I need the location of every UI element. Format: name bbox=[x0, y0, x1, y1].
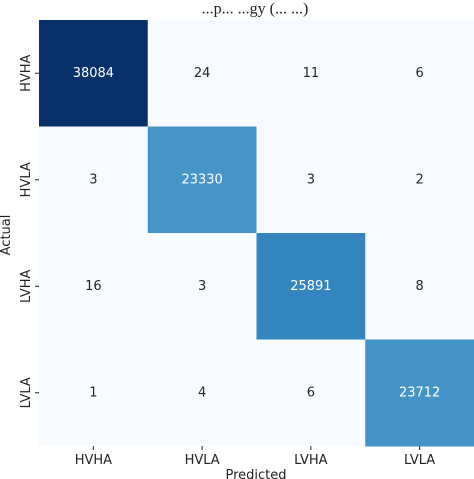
heatmap-cell bbox=[147, 233, 257, 340]
x-tick-label: HVLA bbox=[185, 453, 220, 468]
chart-title: ...p... ...gy (... ...) bbox=[202, 0, 309, 17]
heatmap-cell bbox=[365, 126, 474, 234]
heatmap-cell-label: 24 bbox=[194, 66, 211, 81]
heatmap-cell-label: 6 bbox=[415, 66, 423, 81]
heatmap-cell-label: 25891 bbox=[290, 279, 331, 294]
heatmap-cell-label: 1 bbox=[89, 385, 97, 400]
heatmap-cell-label: 3 bbox=[198, 279, 206, 294]
y-tick-label: HVLA bbox=[19, 162, 34, 197]
x-tick-label: LVLA bbox=[404, 453, 435, 468]
heatmap-cell bbox=[256, 20, 366, 127]
heatmap-cell-label: 23330 bbox=[181, 172, 222, 187]
x-axis-label: Predicted bbox=[225, 468, 286, 479]
heatmap-cell-label: 16 bbox=[85, 279, 102, 294]
heatmap-cell bbox=[147, 126, 257, 234]
heatmap-cell-label: 8 bbox=[415, 279, 423, 294]
x-axis-ticks: HVHA HVLA LVHA LVLA bbox=[75, 446, 435, 468]
heatmap-cells bbox=[39, 20, 474, 447]
heatmap-cell bbox=[365, 20, 474, 127]
heatmap-cell-label: 4 bbox=[198, 385, 206, 400]
heatmap-cell bbox=[39, 20, 149, 127]
heatmap-cell-label: 38084 bbox=[73, 66, 114, 81]
heatmap-cell bbox=[365, 233, 474, 340]
heatmap-cell bbox=[39, 339, 149, 447]
y-axis-label: Actual bbox=[0, 215, 14, 256]
heatmap-cell bbox=[256, 339, 366, 447]
heatmap-cell bbox=[39, 126, 149, 234]
heatmap-cell-label: 11 bbox=[303, 66, 320, 81]
y-tick-label: LVLA bbox=[19, 377, 34, 408]
heatmap-cell bbox=[147, 20, 257, 127]
heatmap-cell bbox=[365, 339, 474, 447]
x-tick-label: HVHA bbox=[75, 453, 112, 468]
heatmap-cell bbox=[147, 339, 257, 447]
heatmap-cell bbox=[256, 233, 366, 340]
heatmap-cell-label: 3 bbox=[307, 172, 315, 187]
heatmap-cell bbox=[256, 126, 366, 234]
heatmap-cell-label: 6 bbox=[307, 385, 315, 400]
heatmap-cell-label: 2 bbox=[415, 172, 423, 187]
heatmap-cell bbox=[39, 233, 149, 340]
heatmap-cell-label: 23712 bbox=[399, 385, 440, 400]
heatmap-cell-label: 3 bbox=[89, 172, 97, 187]
y-tick-label: LVHA bbox=[19, 269, 34, 302]
heatmap-cell-labels: 38084 24 11 6 3 23330 3 2 16 3 25891 8 1 4 6 23712 bbox=[73, 66, 441, 401]
y-axis-ticks: HVHA HVLA LVHA LVLA bbox=[19, 54, 39, 408]
x-tick-label: LVHA bbox=[294, 453, 327, 468]
y-tick-label: HVHA bbox=[19, 54, 34, 91]
